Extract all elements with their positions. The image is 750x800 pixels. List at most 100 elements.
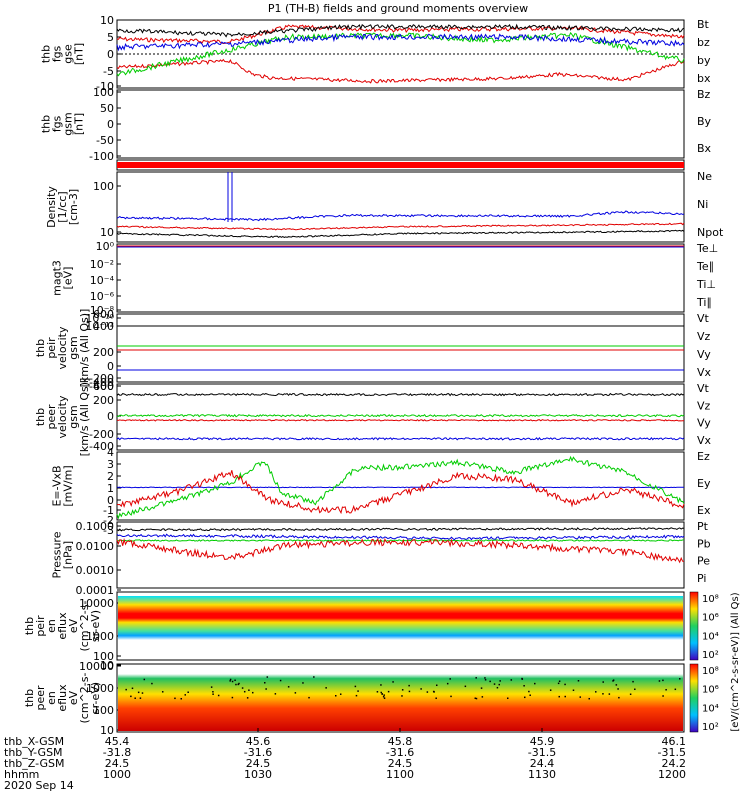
y-axis-label: [nT] (73, 113, 86, 135)
y-axis-label: [cm-3] (67, 189, 80, 225)
spectrogram-speck (130, 695, 132, 698)
spectrogram-peir (118, 596, 683, 640)
colorbar-label: [eV/(cm^2-s-sr-eV)] (All Qs) (730, 592, 741, 731)
spectrogram-speck (480, 687, 483, 689)
y-tick-label: 10⁻⁶ (90, 290, 115, 303)
y-axis-label: gsm (67, 405, 80, 428)
legend-ez: Ez (697, 450, 710, 463)
panel-frame (116, 89, 685, 159)
spectrogram-speck (674, 688, 677, 691)
legend-te∥: Te∥ (696, 260, 714, 273)
spectrogram-speck (481, 696, 484, 698)
y-tick-label: 0 (107, 410, 114, 423)
x-value: 24.4 (530, 757, 555, 770)
spectrogram-speck (572, 689, 575, 691)
spectrogram-speck (210, 686, 213, 688)
spectrogram-speck (475, 697, 478, 700)
spectrogram-speck (279, 679, 282, 682)
spectrogram-speck (143, 678, 146, 681)
y-axis-label: thb (34, 339, 47, 357)
x-value: 45.9 (530, 735, 555, 748)
y-axis-label: [1/cc] (56, 191, 69, 222)
spectrogram-speck (125, 688, 127, 691)
spectrogram-speck (308, 696, 310, 699)
spectrogram-speck (557, 682, 560, 685)
spectrogram-speck (446, 682, 449, 685)
y-tick-label: 100 (93, 704, 114, 717)
series-pi (116, 533, 685, 541)
y-tick-label: 10000 (79, 597, 114, 610)
series-pe (116, 539, 685, 542)
spectrogram-speck (263, 681, 266, 684)
spectrogram-speck (180, 697, 182, 700)
spectrogram-speck (558, 680, 561, 683)
x-value: -31.5 (528, 746, 556, 759)
y-tick-label: -3 (103, 524, 114, 537)
spectrogram-speck (246, 697, 249, 699)
spectrogram-speck (265, 688, 267, 690)
spectrogram-speck (234, 679, 236, 682)
legend-ni: Ni (697, 198, 708, 211)
spectrogram-speck (161, 691, 164, 693)
spectrogram-speck (381, 693, 384, 695)
spectrogram-speck (510, 679, 513, 681)
y-tick-label: 0.0100 (76, 540, 115, 553)
y-axis-label: fgs (51, 45, 64, 62)
x-value: 1000 (103, 768, 131, 781)
y-tick-label: 0.0001 (76, 584, 115, 597)
colorbar-tick-label: 10² (702, 650, 719, 661)
spectrogram-speck (243, 690, 246, 693)
spectrogram-speck (266, 676, 269, 678)
legend-vz: Vz (697, 399, 711, 412)
series-bz-low (116, 58, 685, 84)
spectrogram-speck (339, 693, 342, 695)
y-tick-label: 10⁻⁸ (90, 304, 115, 317)
y-tick-label: 50 (100, 102, 114, 115)
panel-peer_spec: 10000 1000 100 10 thbpeerenefluxeV(cm^2-s-sr… (23, 660, 685, 737)
legend-pe: Pe (697, 555, 710, 568)
y-tick-label: 10 (100, 14, 114, 27)
y-axis-label: thb (34, 408, 47, 426)
spectrogram-speck (658, 680, 661, 682)
y-axis-label: peer (45, 404, 58, 430)
colorbar (689, 663, 699, 733)
spectrogram-speck (588, 697, 590, 700)
colorbar (689, 591, 699, 661)
spectrogram-speck (302, 682, 304, 684)
spectrogram-speck (313, 676, 315, 678)
y-tick-label: 10⁻¹⁰ (85, 312, 114, 325)
series-bx (116, 33, 685, 52)
spectrogram-speck (629, 693, 632, 695)
y-tick-label: 10⁻⁴ (90, 274, 115, 287)
panel-frame (116, 591, 685, 661)
spectrogram-speck (184, 694, 186, 696)
y-axis-label: magt3 (51, 260, 64, 296)
x-value: 1100 (386, 768, 414, 781)
y-tick-label: 4 (107, 446, 114, 459)
spectrogram-speck (401, 689, 404, 691)
y-axis-label: eflux (56, 612, 69, 640)
y-axis-label: [nT] (73, 43, 86, 65)
y-axis-label: sr-eV) (89, 682, 102, 714)
y-tick-label: 2 (107, 470, 114, 483)
y-tick-label: -600 (89, 380, 114, 393)
y-axis-label: thb (40, 115, 53, 133)
spectrogram-speck (212, 693, 214, 695)
spectrogram-speck (380, 684, 382, 686)
series-pb (116, 537, 685, 564)
spectrogram-speck (134, 697, 136, 699)
spectrogram-speck (139, 697, 142, 699)
series-npot (116, 210, 685, 222)
colorbar-tick-label: 10⁸ (702, 594, 719, 605)
spectrogram-speck (506, 697, 509, 700)
x-row-label: thb_Y-GSM (4, 746, 63, 759)
x-value: 1130 (528, 768, 556, 781)
spectrogram-speck (529, 694, 531, 696)
spectrogram-speck (499, 680, 501, 682)
y-tick-label: 1000 (86, 630, 114, 643)
panel-frame (116, 521, 685, 589)
spectrogram-speck (426, 691, 429, 693)
